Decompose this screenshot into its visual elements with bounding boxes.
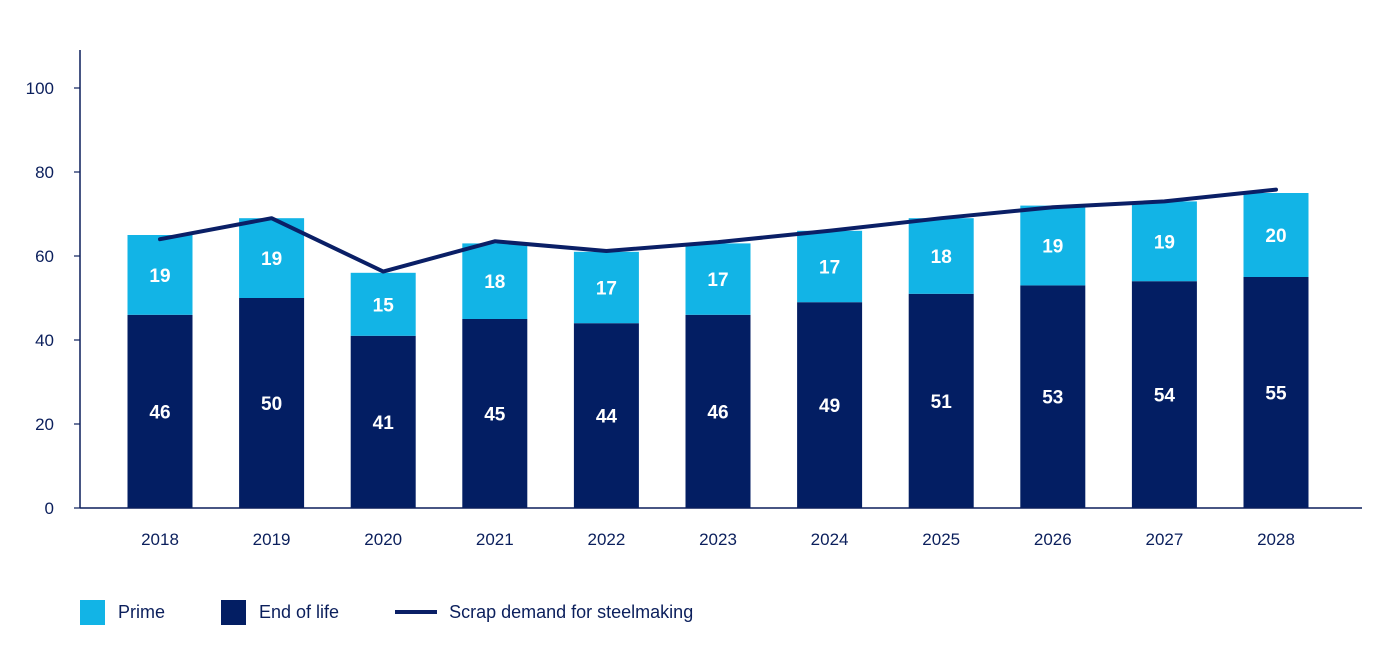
x-tick-label-2019: 2019 xyxy=(253,530,291,549)
bar-prime-2021 xyxy=(462,243,528,319)
bar-end-of-life-2021 xyxy=(462,319,528,508)
x-tick-label-2027: 2027 xyxy=(1145,530,1183,549)
y-tick-label-80: 80 xyxy=(35,163,54,182)
data-label-prime-2020: 15 xyxy=(373,295,395,316)
x-tick-label-2021: 2021 xyxy=(476,530,514,549)
bar-end-of-life-2025 xyxy=(908,293,974,508)
data-label-prime-2022: 17 xyxy=(596,279,617,300)
data-label-prime-2025: 18 xyxy=(931,247,952,268)
bar-prime-2025 xyxy=(908,218,974,294)
legend-item-scrap-demand: Scrap demand for steelmaking xyxy=(395,602,693,623)
bar-prime-2027 xyxy=(1131,201,1197,282)
x-tick-label-2024: 2024 xyxy=(811,530,849,549)
data-label-end-of-life-2021: 45 xyxy=(484,405,506,426)
data-label-end-of-life-2019: 50 xyxy=(261,394,282,415)
bar-end-of-life-2023 xyxy=(685,314,751,508)
legend-label-scrap-demand: Scrap demand for steelmaking xyxy=(449,601,694,622)
y-tick-label-0: 0 xyxy=(45,499,54,518)
y-tick-label-100: 100 xyxy=(26,79,54,98)
bar-prime-2023 xyxy=(685,243,751,315)
bar-end-of-life-2026 xyxy=(1020,285,1086,508)
bar-prime-2020 xyxy=(350,272,416,336)
data-label-prime-2021: 18 xyxy=(484,272,505,293)
stacked-bar-chart: 46 19 50 19 41 15 45 18 44 17 46 17 49 17 51 18 53 19 54 19… xyxy=(26,50,1362,549)
data-label-prime-2027: 19 xyxy=(1154,232,1175,253)
data-label-prime-2019: 19 xyxy=(261,249,282,270)
legend: Prime End of life Scrap demand for steel… xyxy=(80,597,749,627)
data-label-prime-2026: 19 xyxy=(1042,237,1063,258)
data-label-prime-2018: 19 xyxy=(149,266,170,287)
data-label-end-of-life-2028: 55 xyxy=(1265,384,1287,405)
bar-end-of-life-2019 xyxy=(239,298,305,508)
data-label-end-of-life-2020: 41 xyxy=(373,413,395,434)
bar-end-of-life-2022 xyxy=(573,323,639,508)
bar-prime-2018 xyxy=(127,235,193,315)
legend-label-end-of-life: End of life xyxy=(259,601,340,622)
data-label-end-of-life-2027: 54 xyxy=(1154,386,1176,407)
bar-end-of-life-2028 xyxy=(1243,277,1309,508)
line-scrap-demand xyxy=(158,187,1278,274)
data-label-prime-2028: 20 xyxy=(1265,226,1286,247)
bar-prime-2019 xyxy=(239,218,305,298)
legend-label-prime: Prime xyxy=(118,601,166,622)
bar-end-of-life-2027 xyxy=(1131,281,1197,508)
data-label-end-of-life-2024: 49 xyxy=(819,396,840,417)
axes-layer: 2018 2019 2020 2021 2022 2023 2024 2025 2026 2027… xyxy=(26,50,1362,549)
data-label-end-of-life-2025: 51 xyxy=(931,392,953,413)
data-label-prime-2024: 17 xyxy=(819,258,840,279)
x-tick-label-2020: 2020 xyxy=(364,530,402,549)
x-tick-label-2025: 2025 xyxy=(922,530,960,549)
bar-prime-2026 xyxy=(1020,205,1086,286)
y-tick-label-60: 60 xyxy=(35,247,54,266)
data-label-end-of-life-2018: 46 xyxy=(149,402,170,423)
bars-layer: 46 19 50 19 41 15 45 18 44 17 46 17 49 17 51 18 53 19 54 19… xyxy=(127,193,1309,508)
bar-end-of-life-2018 xyxy=(127,314,193,508)
bar-prime-2022 xyxy=(573,251,639,324)
line-layer xyxy=(158,187,1278,274)
bar-prime-2024 xyxy=(797,230,863,303)
legend-swatch-prime xyxy=(80,599,105,625)
data-label-end-of-life-2026: 53 xyxy=(1042,388,1063,409)
x-tick-label-2018: 2018 xyxy=(141,530,179,549)
x-tick-label-2023: 2023 xyxy=(699,530,737,549)
legend-item-prime: Prime xyxy=(80,599,166,625)
y-tick-label-40: 40 xyxy=(35,331,54,350)
legend-line-scrap-demand xyxy=(395,610,438,614)
bar-prime-2028 xyxy=(1243,193,1309,277)
bar-end-of-life-2024 xyxy=(797,302,863,508)
legend-swatch-end-of-life xyxy=(221,599,247,625)
y-tick-label-20: 20 xyxy=(35,415,54,434)
x-tick-label-2026: 2026 xyxy=(1034,530,1072,549)
x-tick-label-2028: 2028 xyxy=(1257,530,1295,549)
legend-item-end-of-life: End of life xyxy=(221,599,340,625)
data-label-prime-2023: 17 xyxy=(707,270,728,291)
bar-end-of-life-2020 xyxy=(350,335,416,508)
data-label-end-of-life-2022: 44 xyxy=(596,407,618,428)
data-label-end-of-life-2023: 46 xyxy=(707,402,728,423)
x-tick-label-2022: 2022 xyxy=(587,530,625,549)
